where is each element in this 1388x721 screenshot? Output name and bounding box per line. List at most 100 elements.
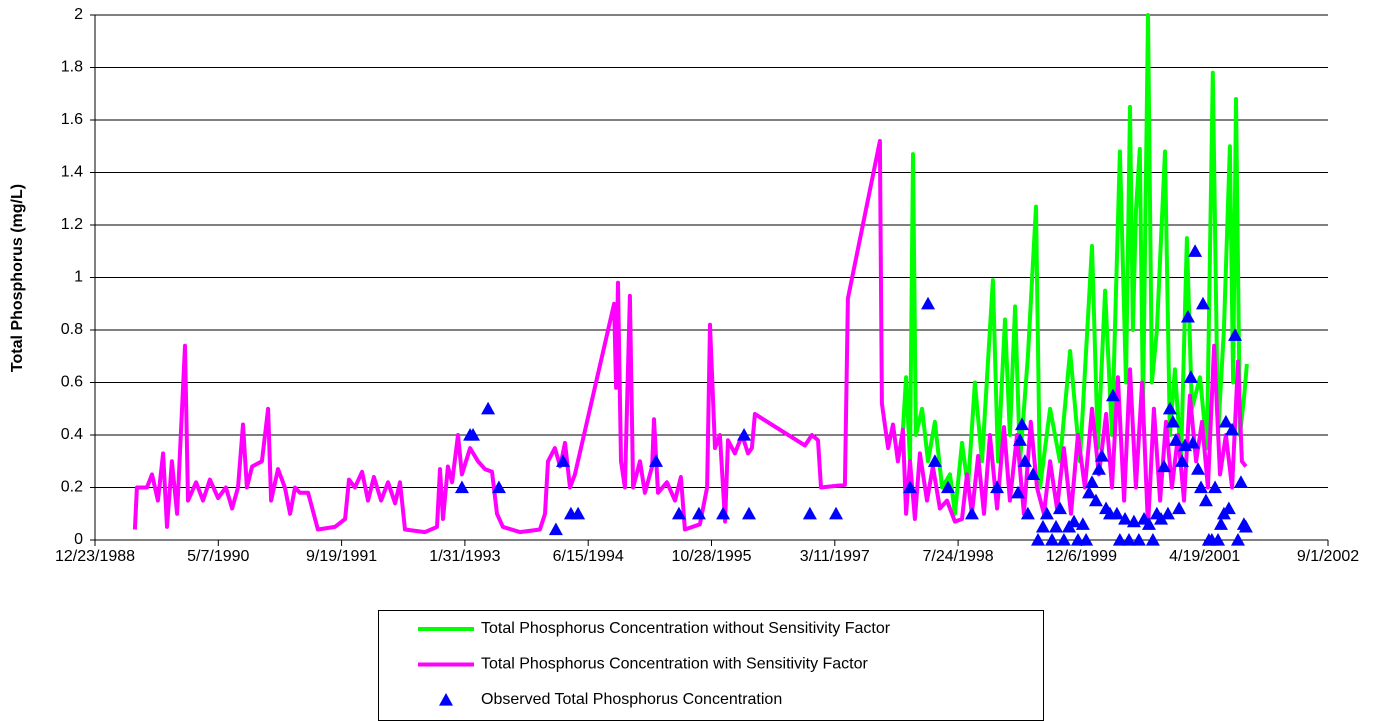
data-point (1230, 533, 1245, 546)
data-point (1168, 433, 1183, 446)
data-point (1225, 422, 1240, 436)
data-point (1079, 533, 1094, 546)
data-point (548, 522, 563, 536)
data-point (1228, 328, 1243, 341)
y-tick-label: 1.2 (61, 216, 83, 233)
y-tick-label: 0 (74, 531, 83, 548)
x-tick-label: 9/1/2002 (1297, 548, 1359, 565)
y-tick-label: 0.2 (61, 479, 83, 496)
data-point (927, 454, 942, 467)
data-point (741, 506, 756, 520)
x-tick-label: 9/19/1991 (306, 548, 377, 565)
data-point (1198, 493, 1213, 507)
x-tick-label: 7/24/1998 (923, 548, 994, 565)
data-point (716, 506, 731, 520)
data-point (1180, 309, 1195, 323)
data-point (1056, 533, 1071, 546)
y-tick-label: 1.6 (61, 111, 83, 128)
data-point (1082, 485, 1097, 499)
data-point (1154, 512, 1169, 525)
data-point (1030, 533, 1045, 546)
data-point (1218, 414, 1233, 428)
data-point (1233, 475, 1248, 488)
data-point (1160, 506, 1175, 520)
y-tick-label: 2 (74, 6, 83, 23)
data-line (132, 139, 1248, 535)
data-point (1105, 388, 1120, 402)
legend-label: Observed Total Phosphorus Concentration (481, 691, 782, 708)
data-point (1165, 414, 1180, 428)
y-axis-label: Total Phosphorus (mg/L) (9, 184, 26, 372)
data-point (1094, 449, 1109, 462)
legend-swatch (439, 693, 453, 706)
data-point (556, 454, 571, 467)
data-point (1157, 459, 1172, 473)
y-tick-label: 0.8 (61, 321, 83, 338)
data-point (1188, 244, 1203, 257)
x-tick-label: 6/15/1994 (553, 548, 624, 565)
data-point (1017, 454, 1032, 467)
data-point (1185, 435, 1200, 449)
data-point (1045, 533, 1060, 546)
data-point (990, 480, 1005, 494)
x-tick-label: 10/28/1995 (671, 548, 751, 565)
data-point (454, 480, 469, 494)
y-tick-label: 1.8 (61, 59, 83, 76)
data-point (1162, 401, 1177, 415)
data-point (491, 480, 506, 494)
data-point (1035, 519, 1050, 533)
data-point (921, 296, 936, 310)
data-point (1049, 519, 1064, 533)
data-point (1026, 467, 1041, 480)
data-point (481, 401, 496, 415)
data-point (1067, 514, 1082, 528)
data-point (1112, 533, 1127, 546)
x-tick-label: 5/7/1990 (187, 548, 249, 565)
data-point (1085, 475, 1100, 488)
data-point (1088, 493, 1103, 507)
data-point (466, 428, 481, 441)
data-point (691, 506, 706, 520)
y-tick-label: 1 (74, 269, 83, 286)
data-point (1012, 433, 1027, 446)
data-point (1191, 462, 1206, 475)
data-point (829, 506, 844, 520)
x-tick-label: 12/23/1988 (55, 548, 135, 565)
data-point (1211, 533, 1226, 546)
data-point (1039, 506, 1054, 520)
data-point (1238, 519, 1253, 533)
data-point (802, 506, 817, 520)
legend-label: Total Phosphorus Concentration without S… (481, 620, 891, 637)
x-tick-label: 3/11/1997 (800, 548, 870, 565)
y-tick-label: 0.4 (61, 426, 83, 443)
data-point (1011, 485, 1026, 499)
data-point (1194, 480, 1209, 494)
data-point (1172, 501, 1187, 515)
data-point (1131, 533, 1146, 546)
y-tick-label: 0.6 (61, 374, 83, 391)
data-point (1145, 533, 1160, 546)
data-point (1183, 370, 1198, 383)
data-point (903, 480, 918, 494)
data-point (1014, 417, 1029, 431)
data-point (1091, 462, 1106, 475)
data-point (649, 454, 664, 467)
data-point (1020, 506, 1035, 520)
data-point (1052, 501, 1067, 515)
data-point (1213, 517, 1228, 530)
data-point (1075, 517, 1090, 530)
x-tick-label: 4/19/2001 (1169, 548, 1240, 565)
data-point (1221, 501, 1236, 515)
data-point (671, 506, 686, 520)
data-point (1175, 454, 1190, 467)
x-tick-label: 12/6/1999 (1046, 548, 1117, 565)
data-point (964, 506, 979, 520)
y-tick-label: 1.4 (61, 164, 83, 181)
legend-box (378, 610, 1044, 721)
data-point (571, 506, 586, 520)
data-point (737, 428, 752, 441)
data-point (940, 480, 955, 494)
legend-label: Total Phosphorus Concentration with Sens… (481, 656, 869, 673)
